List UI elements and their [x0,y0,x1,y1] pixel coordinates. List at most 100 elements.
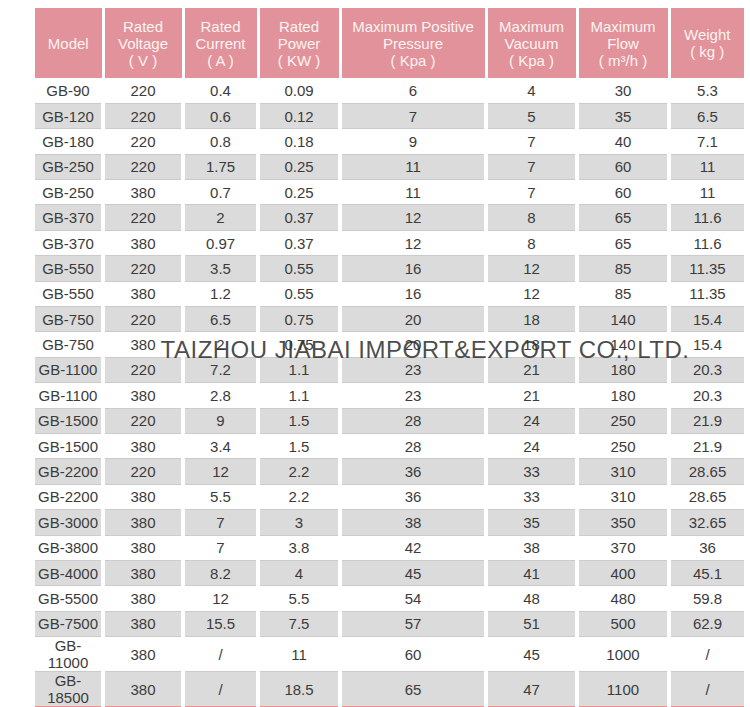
cell: 180 [577,357,669,382]
cell: 11 [669,154,744,179]
column-label: Maximum Flow [581,18,666,52]
cell: 220 [103,256,183,281]
column-header-rated-voltage: Rated Voltage( V ) [103,8,183,78]
cell: 35 [577,103,669,128]
cell: 1.1 [258,357,340,382]
cell: 12 [183,586,258,611]
table-row: GB-3703800.970.371286511.6 [35,230,744,255]
column-unit: ( KW ) [262,52,337,69]
cell: 380 [103,611,183,636]
cell: GB-550 [35,281,103,306]
column-header-rated-current: Rated Current( A ) [183,8,258,78]
table-row: GB-40003808.24454140045.1 [35,560,744,585]
cell: GB-550 [35,256,103,281]
cell: 60 [577,180,669,205]
column-unit: ( kg ) [673,43,743,60]
cell: 9 [183,408,258,433]
cell: 7 [183,535,258,560]
cell: 0.12 [258,103,340,128]
table-row: GB-5500380125.5544848059.8 [35,586,744,611]
cell: 33 [486,484,577,509]
cell: GB-5500 [35,586,103,611]
table-row: GB-37022020.371286511.6 [35,205,744,230]
table-row: GB-1202200.60.1275356.5 [35,103,744,128]
cell: GB-750 [35,307,103,332]
cell: 7 [486,180,577,205]
cell: 140 [577,307,669,332]
cell: 18.5 [258,672,340,707]
cell: 370 [577,535,669,560]
cell: 8 [486,230,577,255]
cell: GB-1500 [35,433,103,458]
cell: 7.5 [258,611,340,636]
cell: 0.25 [258,180,340,205]
cell: 60 [577,154,669,179]
cell: 310 [577,484,669,509]
cell: 28.65 [669,459,744,484]
cell: 51 [486,611,577,636]
table-row: GB-11003802.81.1232118020.3 [35,383,744,408]
cell: 15.5 [183,611,258,636]
table-row: GB-150022091.5282425021.9 [35,408,744,433]
table-row: GB-22003805.52.2363331028.65 [35,484,744,509]
cell: 380 [103,433,183,458]
cell: GB-1100 [35,383,103,408]
column-label: Rated Voltage [107,18,180,52]
cell: 33 [486,459,577,484]
cell: 41 [486,560,577,585]
cell: 36 [340,459,486,484]
table-row: GB-1802200.80.1897407.1 [35,129,744,154]
header-row: ModelRated Voltage( V )Rated Current( A … [35,8,744,78]
cell: 0.25 [258,154,340,179]
cell: 250 [577,433,669,458]
cell: 35 [486,510,577,535]
table-row: GB-11002207.21.1232118020.3 [35,357,744,382]
cell: 2 [183,332,258,357]
cell: 220 [103,154,183,179]
cell: 220 [103,307,183,332]
cell: 7.1 [669,129,744,154]
cell: GB-250 [35,180,103,205]
cell: GB-120 [35,103,103,128]
cell: 250 [577,408,669,433]
cell: 5 [486,103,577,128]
column-label: Weight [673,26,743,43]
cell: 21.9 [669,433,744,458]
cell: 7 [183,510,258,535]
column-unit: ( Kpa ) [344,52,483,69]
cell: 24 [486,408,577,433]
cell: 6 [340,78,486,103]
table-row: GB-5502203.50.5516128511.35 [35,256,744,281]
cell: / [669,672,744,707]
cell: 0.37 [258,205,340,230]
cell: 65 [577,230,669,255]
cell: 21 [486,383,577,408]
cell: 1.75 [183,154,258,179]
cell: / [183,637,258,672]
column-label: Maximum Positive Pressure [344,18,483,52]
cell: 220 [103,459,183,484]
cell: 12 [340,205,486,230]
table-row: GB-18500380/18.565471100/ [35,672,744,707]
cell: 54 [340,586,486,611]
cell: GB-750 [35,332,103,357]
cell: 0.75 [258,332,340,357]
cell: 40 [577,129,669,154]
cell: GB-250 [35,154,103,179]
cell: 350 [577,510,669,535]
cell: 59.8 [669,586,744,611]
cell: 3.4 [183,433,258,458]
column-unit: ( V ) [107,52,180,69]
cell: 380 [103,672,183,707]
cell: 380 [103,637,183,672]
cell: 20 [340,332,486,357]
cell: 220 [103,408,183,433]
cell: 310 [577,459,669,484]
cell: 11 [669,180,744,205]
cell: 57 [340,611,486,636]
cell: 0.7 [183,180,258,205]
cell: 15.4 [669,332,744,357]
cell: 380 [103,281,183,306]
table-body: GB-902200.40.0964305.3GB-1202200.60.1275… [35,78,744,707]
column-unit: ( Kpa ) [490,52,574,69]
